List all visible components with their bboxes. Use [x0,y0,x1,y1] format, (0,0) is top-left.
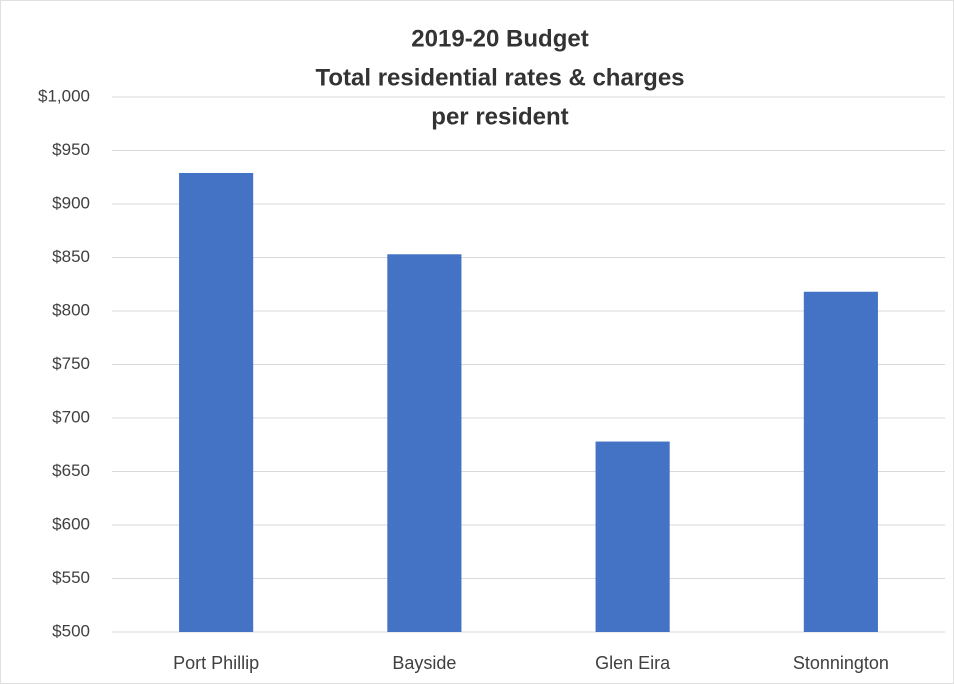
x-tick-label: Glen Eira [595,653,671,673]
y-tick-label: $950 [52,140,90,159]
y-tick-label: $800 [52,300,90,319]
x-tick-label: Stonnington [793,653,889,673]
y-tick-label: $650 [52,461,90,480]
y-tick-label: $500 [52,621,90,640]
chart-title: Total residential rates & charges [315,64,684,91]
y-tick-label: $600 [52,514,90,533]
bar [179,172,254,632]
chart-title: per resident [431,103,568,130]
x-tick-label: Bayside [392,653,456,673]
bar [803,291,878,632]
bar [387,254,462,633]
y-tick-label: $750 [52,354,90,373]
bar [595,441,670,632]
chart-title: 2019-20 Budget [411,25,588,52]
y-tick-label: $850 [52,247,90,266]
y-tick-label: $1,000 [38,86,90,105]
y-tick-label: $550 [52,568,90,587]
x-tick-label: Port Phillip [173,653,259,673]
y-tick-label: $700 [52,407,90,426]
y-tick-label: $900 [52,193,90,212]
